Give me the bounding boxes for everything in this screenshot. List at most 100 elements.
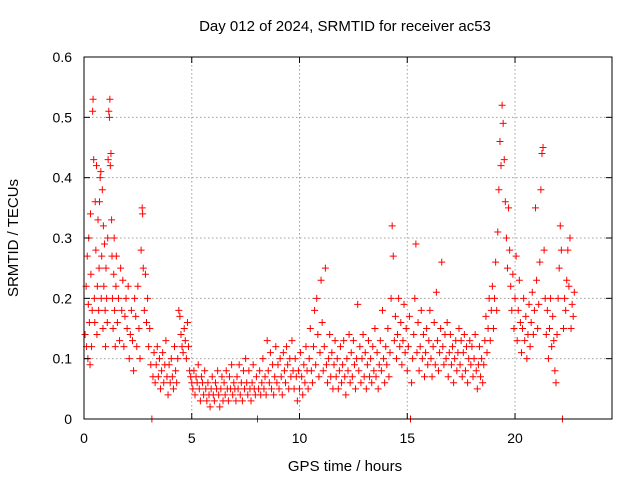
data-point xyxy=(544,355,552,363)
data-point xyxy=(183,318,191,326)
data-points xyxy=(81,95,578,423)
data-point xyxy=(380,355,388,363)
data-point xyxy=(291,355,299,363)
y-tick-label: 0.1 xyxy=(53,351,73,367)
data-point xyxy=(93,282,101,290)
data-point xyxy=(342,391,350,399)
data-point xyxy=(511,294,519,302)
data-point xyxy=(228,361,236,369)
data-point xyxy=(168,373,176,381)
data-point xyxy=(381,379,389,387)
data-point xyxy=(174,355,182,363)
data-point xyxy=(106,95,114,103)
data-point xyxy=(498,101,506,109)
data-point xyxy=(114,294,122,302)
data-point xyxy=(94,216,102,224)
data-point xyxy=(162,337,170,345)
y-tick-label: 0.6 xyxy=(53,49,73,65)
data-point xyxy=(307,367,315,375)
data-point xyxy=(141,270,149,278)
data-point xyxy=(359,331,367,339)
data-point xyxy=(88,343,96,351)
data-point xyxy=(425,337,433,345)
data-point xyxy=(494,228,502,236)
data-point xyxy=(502,234,510,242)
data-point xyxy=(179,349,187,357)
data-point xyxy=(479,379,487,387)
data-point xyxy=(442,355,450,363)
data-point xyxy=(506,246,514,254)
data-point xyxy=(197,373,205,381)
data-point xyxy=(537,186,545,194)
data-point xyxy=(325,355,333,363)
data-point xyxy=(346,379,354,387)
data-point xyxy=(112,252,120,260)
data-point xyxy=(497,162,505,170)
chart-title: Day 012 of 2024, SRMTID for receiver ac5… xyxy=(199,18,491,35)
data-point xyxy=(377,367,385,375)
data-point xyxy=(345,331,353,339)
data-point xyxy=(189,385,197,393)
data-point xyxy=(140,306,148,314)
data-point xyxy=(403,367,411,375)
data-point xyxy=(276,355,284,363)
data-point xyxy=(466,337,474,345)
data-point xyxy=(171,343,179,351)
data-point xyxy=(324,379,332,387)
data-point xyxy=(362,385,370,393)
data-point xyxy=(126,331,134,339)
data-point xyxy=(93,331,101,339)
data-point xyxy=(358,355,366,363)
data-point xyxy=(280,367,288,375)
data-point xyxy=(391,312,399,320)
data-point xyxy=(411,294,419,302)
data-point xyxy=(554,294,562,302)
data-point xyxy=(469,373,477,381)
data-point xyxy=(357,379,365,387)
data-point xyxy=(107,150,115,158)
data-point xyxy=(450,379,458,387)
data-point xyxy=(215,391,223,399)
data-point xyxy=(180,325,188,332)
data-point xyxy=(566,234,574,242)
data-point xyxy=(555,264,563,272)
data-point xyxy=(548,343,556,351)
y-tick-label: 0.4 xyxy=(53,170,73,186)
data-point xyxy=(439,343,447,351)
data-point xyxy=(547,294,555,302)
data-point xyxy=(431,361,439,369)
data-point xyxy=(92,246,100,254)
x-tick-label: 0 xyxy=(80,430,88,446)
data-point xyxy=(217,385,225,393)
data-point xyxy=(270,391,278,399)
data-point xyxy=(562,306,570,314)
data-point xyxy=(550,337,558,345)
data-point xyxy=(401,349,409,357)
data-point xyxy=(139,264,147,272)
data-point xyxy=(316,349,324,357)
data-point xyxy=(249,361,257,369)
data-point xyxy=(108,216,116,224)
data-point xyxy=(444,373,452,381)
data-point xyxy=(201,367,209,375)
data-point xyxy=(530,306,538,314)
data-point xyxy=(151,379,159,387)
data-point xyxy=(195,385,203,393)
data-point xyxy=(138,204,146,212)
data-point xyxy=(181,337,189,345)
data-point xyxy=(499,119,507,127)
data-point xyxy=(422,349,430,357)
data-point xyxy=(90,156,98,164)
data-point xyxy=(372,373,380,381)
data-point xyxy=(557,246,565,254)
data-point xyxy=(100,282,108,290)
data-point xyxy=(92,162,100,170)
data-point xyxy=(111,343,119,351)
data-point xyxy=(266,349,274,357)
data-point xyxy=(560,325,568,332)
data-point xyxy=(383,361,391,369)
data-point xyxy=(265,379,273,387)
data-point xyxy=(105,113,113,121)
data-point xyxy=(335,367,343,375)
data-point xyxy=(397,318,405,326)
